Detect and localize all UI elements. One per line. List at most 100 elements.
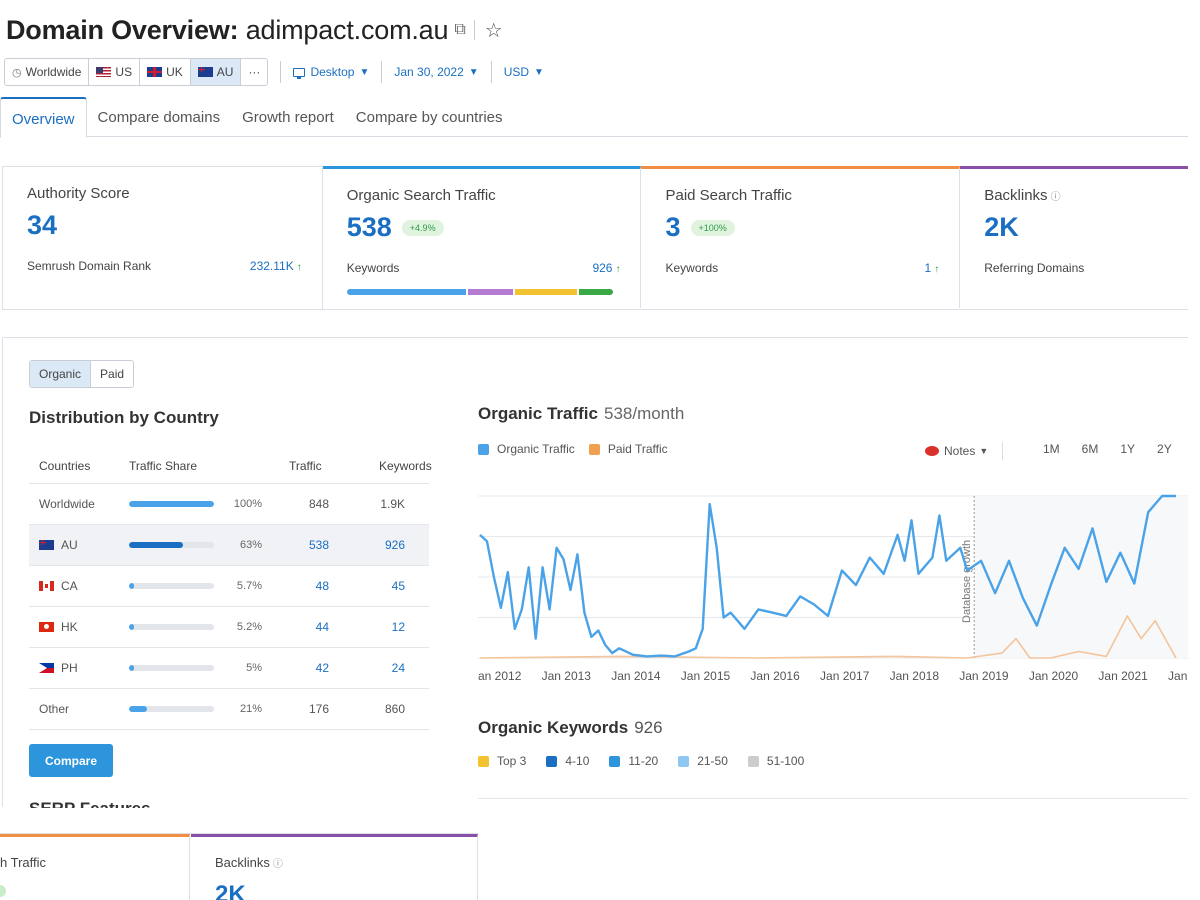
database-label: UK — [166, 65, 183, 79]
share-cell: 5.7% — [129, 580, 269, 592]
traffic-share-fill — [129, 624, 135, 630]
table-row[interactable]: CA 5.7% 48 45 — [29, 566, 429, 607]
legend-11-20[interactable]: 11-20 — [609, 754, 658, 768]
keywords-value[interactable]: 12 — [391, 620, 405, 634]
card-row-label: Referring Domains — [984, 261, 1085, 275]
database-worldwide[interactable]: ◷ Worldwide — [5, 59, 90, 85]
keywords-value[interactable]: 926 — [384, 538, 405, 552]
traffic-value[interactable]: 538 — [308, 538, 329, 552]
database-us[interactable]: US — [89, 59, 141, 85]
backlinks-value[interactable]: 2K — [215, 881, 246, 900]
backlinks-card-fragment: Backlinks ⓘ 2K — [191, 834, 478, 900]
change-badge: +4.9% — [401, 219, 444, 236]
date-dropdown[interactable]: Jan 30, 2022 ▼ — [394, 65, 478, 79]
country-cell: HK — [29, 620, 129, 634]
tab-compare-by-countries[interactable]: Compare by countries — [355, 109, 503, 126]
more-databases-button[interactable]: ··· — [241, 59, 268, 85]
legend-organic-traffic[interactable]: Organic Traffic — [478, 442, 575, 456]
legend-label: 4-10 — [565, 754, 590, 768]
database-au[interactable]: AU — [190, 59, 242, 85]
summary-cards: Authority Score 34 Semrush Domain Rank 2… — [2, 166, 1189, 310]
page-header: Domain Overview: adimpact.com.au ⧉ ☆ — [6, 12, 503, 48]
toggle-organic[interactable]: Organic — [30, 361, 92, 387]
table-row[interactable]: PH 5% 42 24 — [29, 648, 429, 689]
info-icon[interactable]: ⓘ — [272, 859, 283, 870]
range-6m[interactable]: 6M — [1081, 442, 1099, 456]
backlinks-card: Backlinks ⓘ 2K Referring Domains — [960, 166, 1189, 308]
traffic-share-fill — [129, 501, 214, 507]
compare-button[interactable]: Compare — [29, 744, 113, 777]
ph-flag-icon — [39, 663, 54, 673]
organic-traffic-card: Organic Search Traffic 538 +4.9% Keywords… — [322, 166, 642, 308]
table-row[interactable]: Worldwide 100% 848 1.9K — [29, 484, 429, 525]
share-cell: 21% — [129, 703, 269, 715]
x-tick-label: Jan 2019 — [959, 669, 1009, 683]
organic-traffic-value[interactable]: 538 +4.9% — [347, 212, 641, 243]
traffic-share-fill — [129, 665, 135, 671]
domain-rank-value[interactable]: 232.11K ↑ — [250, 259, 302, 273]
external-link-icon[interactable]: ⧉ — [454, 21, 466, 38]
country-name: CA — [61, 579, 78, 593]
legend-21-50[interactable]: 21-50 — [678, 754, 728, 768]
table-row[interactable]: AU 63% 538 926 — [29, 525, 429, 566]
traffic-share-bar — [129, 624, 214, 630]
paid-traffic-value[interactable]: 3 +100% — [665, 212, 959, 243]
tab-overview[interactable]: Overview — [0, 97, 87, 138]
card-title: Backlinks ⓘ — [984, 187, 1188, 204]
range-1y[interactable]: 1Y — [1120, 442, 1136, 456]
traffic-value[interactable]: 42 — [315, 661, 329, 675]
legend-51-100[interactable]: 51-100 — [747, 754, 804, 768]
legend-4-10[interactable]: 4-10 — [546, 754, 589, 768]
device-dropdown[interactable]: Desktop ▼ — [293, 65, 369, 79]
info-icon[interactable]: ⓘ — [1050, 192, 1061, 203]
country-rows: Worldwide 100% 848 1.9K AU 63% 538 926 CA 5.7% 48 4… — [29, 484, 429, 730]
currency-dropdown[interactable]: USD ▼ — [504, 65, 544, 79]
table-row[interactable]: HK 5.2% 44 12 — [29, 607, 429, 648]
card-title: Backlinks ⓘ — [215, 855, 283, 870]
country-cell: AU — [29, 538, 129, 552]
header-countries[interactable]: Countries — [39, 458, 91, 473]
chart-annotation: Database growth — [961, 496, 1188, 658]
page-title: Domain Overview: adimpact.com.au — [6, 15, 449, 46]
organic-traffic-chart[interactable]: Database growth Jan 2012 Jan 2013 Jan 2014… — [478, 488, 1188, 698]
header-keywords[interactable]: Keywords — [379, 458, 432, 473]
traffic-value[interactable]: 44 — [315, 620, 329, 634]
legend-label: 21-50 — [697, 754, 728, 768]
tab-compare-domains[interactable]: Compare domains — [97, 109, 221, 126]
x-tick-label: Jan 2016 — [750, 669, 800, 683]
traffic-share-fill — [129, 583, 135, 589]
x-tick-label: Jan 2015 — [681, 669, 731, 683]
checkbox-icon — [678, 755, 690, 767]
range-1m[interactable]: 1M — [1043, 442, 1060, 456]
x-tick-label: Jan 2020 — [1029, 669, 1079, 683]
database-uk[interactable]: UK — [140, 59, 191, 85]
keyword-bar-segment — [578, 289, 613, 295]
backlinks-value[interactable]: 2K — [984, 212, 1188, 243]
keywords-value[interactable]: 926 ↑ — [592, 261, 620, 275]
legend-paid-traffic[interactable]: Paid Traffic — [588, 442, 668, 456]
header-traffic-share[interactable]: Traffic Share — [129, 458, 198, 473]
authority-score-value[interactable]: 34 — [27, 210, 322, 241]
header-traffic[interactable]: Traffic — [289, 458, 322, 473]
organic-keywords-title: Organic Keywords 926 — [478, 718, 663, 738]
keywords-value[interactable]: 24 — [391, 661, 405, 675]
tab-bar: Overview Compare domains Growth report C… — [0, 97, 1188, 138]
legend-top-3[interactable]: Top 3 — [478, 754, 526, 768]
toggle-paid[interactable]: Paid — [100, 367, 125, 381]
keyword-bar-segment — [468, 289, 513, 295]
checkbox-icon — [546, 755, 558, 767]
card-title: h Traffic — [0, 855, 47, 870]
country-cell: CA — [29, 579, 129, 593]
keyword-bar-segment — [514, 289, 577, 295]
keywords-chart-top — [478, 798, 1188, 799]
star-icon[interactable]: ☆ — [484, 19, 503, 42]
arrow-up-icon: ↑ — [615, 264, 621, 275]
keywords-value[interactable]: 45 — [391, 579, 405, 593]
range-2y[interactable]: 2Y — [1157, 442, 1172, 456]
table-row[interactable]: Other 21% 176 860 — [29, 689, 429, 730]
tab-growth-report[interactable]: Growth report — [242, 109, 334, 126]
traffic-value[interactable]: 48 — [315, 579, 329, 593]
notes-dropdown[interactable]: Notes ▼ — [925, 442, 1004, 460]
chart-title: Organic Traffic — [478, 404, 598, 423]
paid-keywords-value[interactable]: 1 ↑ — [925, 261, 940, 275]
